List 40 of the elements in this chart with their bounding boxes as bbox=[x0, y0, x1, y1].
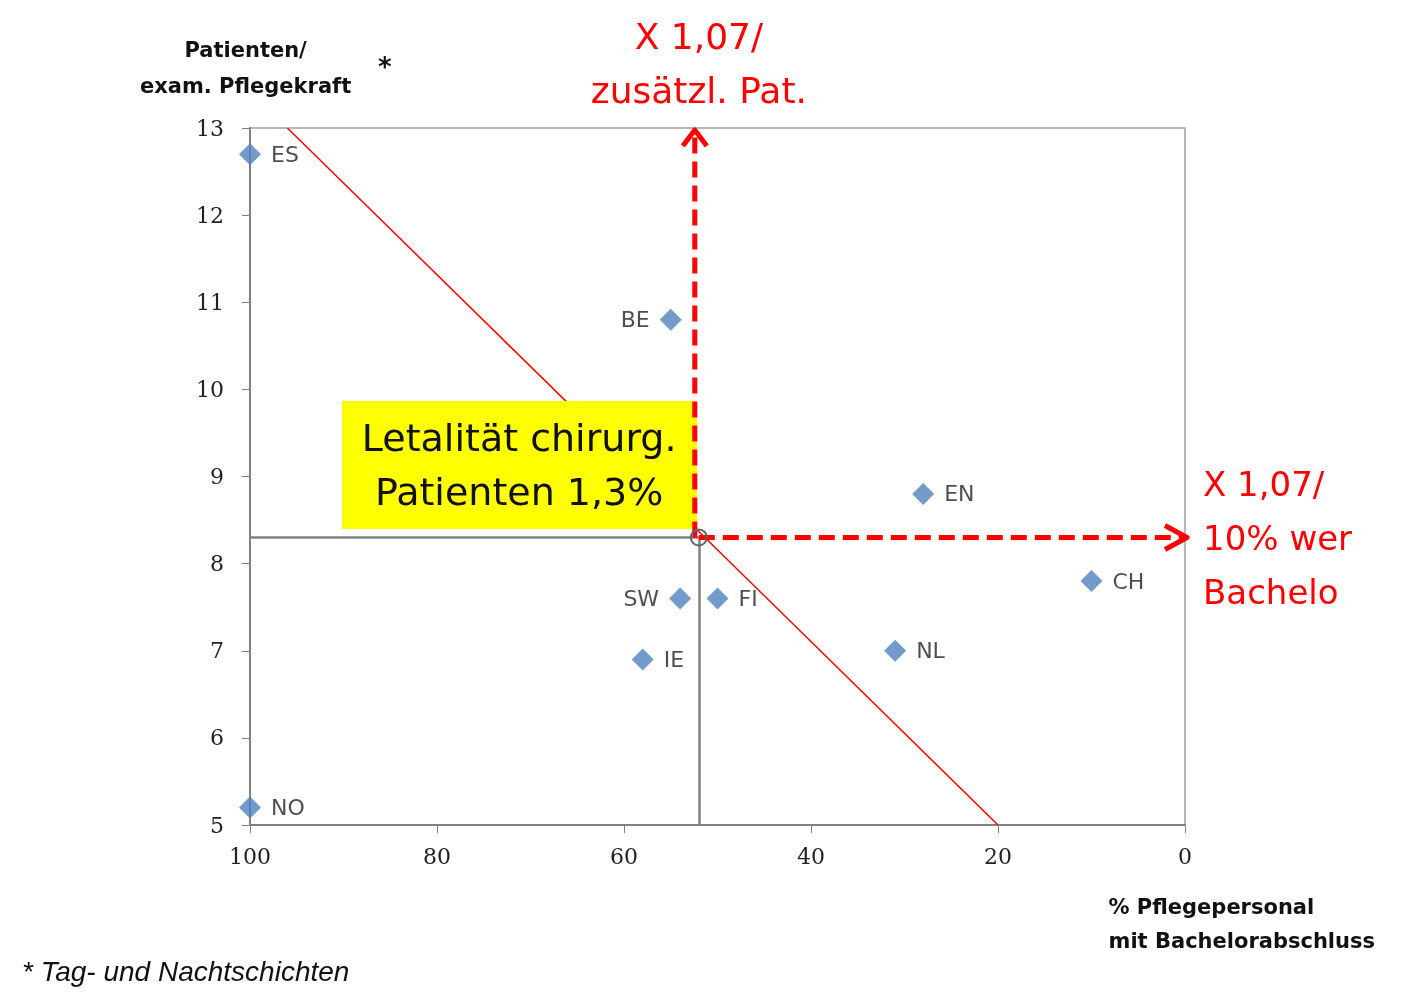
point bbox=[239, 143, 261, 166]
text: * Tag- und Nachtschichten bbox=[22, 956, 350, 988]
point bbox=[912, 482, 935, 505]
y-tick-label: 11 bbox=[196, 289, 224, 315]
x-tick-label: 20 bbox=[984, 843, 1012, 869]
y-axis-title: Patienten/ exam. Pflegekraft bbox=[140, 38, 352, 98]
y-tick-label: 6 bbox=[210, 725, 224, 751]
data-label: SW bbox=[623, 585, 660, 611]
point bbox=[706, 587, 729, 610]
point bbox=[669, 587, 692, 610]
data-label: NO bbox=[271, 795, 305, 821]
y-tick-label: 5 bbox=[210, 812, 224, 838]
x-tick-label: 60 bbox=[610, 843, 638, 869]
x-tick-label: 40 bbox=[797, 843, 825, 869]
data-label: CH bbox=[1112, 568, 1145, 594]
x-axis-title: % Pflegepersonal mit Bachelorabschluss bbox=[1108, 895, 1376, 953]
x-tick-label: 80 bbox=[423, 843, 451, 869]
y-tick-label: 13 bbox=[196, 115, 224, 141]
point bbox=[884, 639, 907, 662]
text: X 1,07/ zusätzl. Pat. bbox=[590, 15, 807, 113]
data-label: IE bbox=[663, 646, 685, 672]
x-tick-label: 100 bbox=[229, 843, 271, 869]
data-label: ES bbox=[271, 141, 299, 167]
annotation: Letalität chirurg. Patienten 1,3% bbox=[341, 401, 697, 530]
data-label: FI bbox=[738, 585, 758, 611]
y-tick-label: 9 bbox=[210, 464, 224, 489]
point bbox=[659, 308, 682, 331]
y-tick-label: 12 bbox=[196, 202, 224, 228]
point bbox=[631, 648, 654, 671]
y-tick-label: 10 bbox=[196, 376, 224, 402]
y-tick-label: 7 bbox=[210, 638, 224, 664]
text: X 1,07/ 10% wer Bachelo bbox=[1203, 463, 1353, 615]
data-label: NL bbox=[916, 638, 946, 664]
point bbox=[1080, 570, 1103, 593]
text: * bbox=[378, 52, 392, 82]
data-label: EN bbox=[944, 481, 975, 507]
data-label: BE bbox=[620, 307, 650, 333]
x-tick-label: 0 bbox=[1178, 843, 1192, 869]
y-tick-label: 8 bbox=[210, 551, 224, 577]
point bbox=[239, 796, 261, 819]
